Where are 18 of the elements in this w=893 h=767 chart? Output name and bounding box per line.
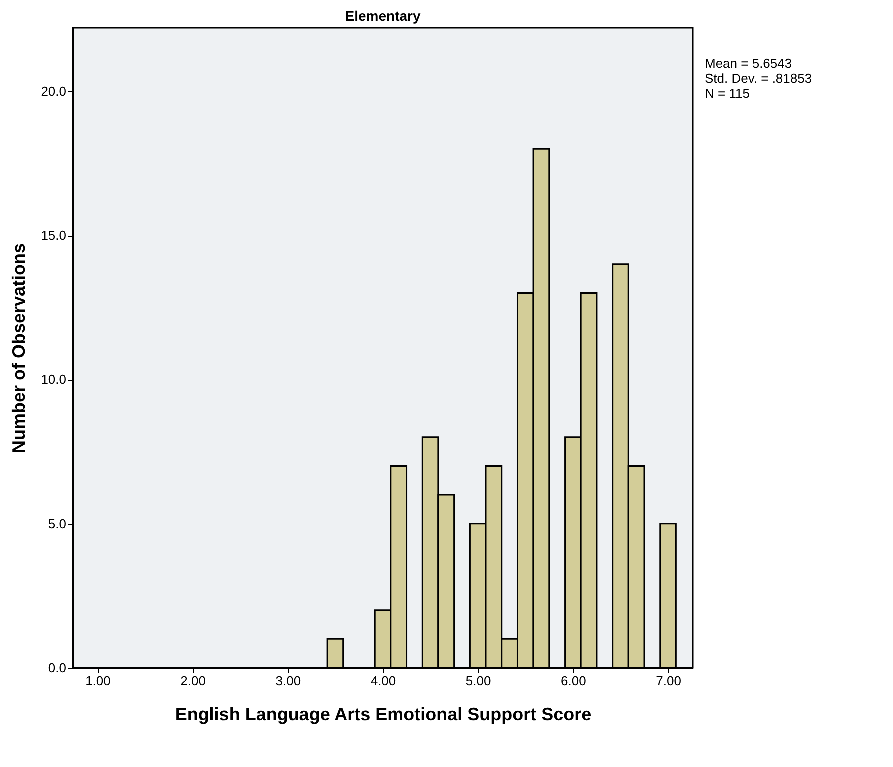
text: Std. Dev. = .81853 <box>705 71 812 86</box>
y-tick-label: 0.0 <box>48 660 66 676</box>
y-tick-label: 15.0 <box>41 228 66 244</box>
x-tick-label: 5.00 <box>466 674 492 688</box>
x-tick-label: 4.00 <box>370 674 396 688</box>
text: N = 115 <box>705 86 750 101</box>
x-axis-title: English Language Arts Emotional Support Score <box>175 704 592 724</box>
y-tick-label: 10.0 <box>41 372 66 388</box>
y-tick-label: 20.0 <box>41 84 66 99</box>
x-tick-label: 6.00 <box>561 674 586 688</box>
text: Mean = 5.6543 <box>705 56 792 71</box>
x-tick-label: 3.00 <box>276 674 302 688</box>
x-tick-label: 1.00 <box>86 674 111 688</box>
chart-title: Elementary <box>345 8 421 24</box>
x-tick-label: 7.00 <box>656 674 682 688</box>
y-tick-label: 5.0 <box>48 516 66 532</box>
x-tick-label: 2.00 <box>180 674 206 688</box>
y-axis-title: Number of Observations <box>9 243 30 454</box>
